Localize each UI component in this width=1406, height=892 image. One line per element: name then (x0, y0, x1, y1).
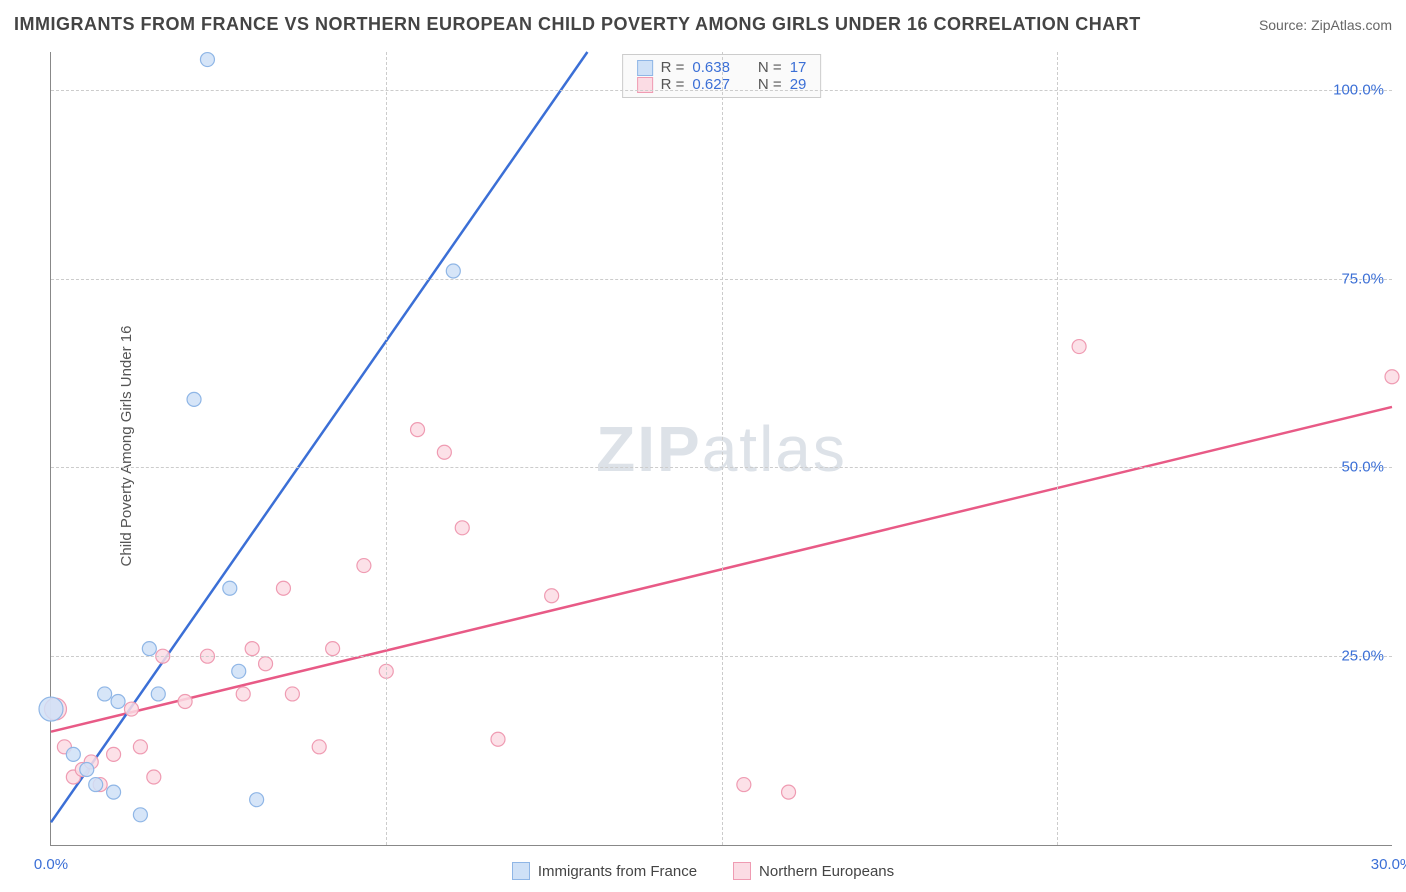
r-label-1: R = (661, 59, 685, 76)
y-tick-label: 25.0% (1341, 648, 1384, 665)
y-tick-label: 50.0% (1341, 459, 1384, 476)
legend-swatch-pink (733, 862, 751, 880)
chart-title: IMMIGRANTS FROM FRANCE VS NORTHERN EUROP… (14, 14, 1141, 35)
chart-plot-area: ZIPatlas R = 0.638 N = 17 R = 0.627 N = … (50, 52, 1392, 846)
legend-label-1: Immigrants from France (538, 863, 697, 880)
legend-item-series1: Immigrants from France (512, 862, 697, 880)
chart-header: IMMIGRANTS FROM FRANCE VS NORTHERN EUROP… (14, 14, 1392, 35)
bottom-legend: Immigrants from France Northern European… (0, 862, 1406, 880)
n-label-1: N = (758, 59, 782, 76)
r-value-1: 0.638 (692, 59, 730, 76)
n-value-1: 17 (790, 59, 807, 76)
stats-swatch-blue (637, 60, 653, 76)
legend-item-series2: Northern Europeans (733, 862, 894, 880)
source-label: Source: ZipAtlas.com (1259, 17, 1392, 33)
y-tick-label: 100.0% (1333, 81, 1384, 98)
legend-label-2: Northern Europeans (759, 863, 894, 880)
y-tick-label: 75.0% (1341, 270, 1384, 287)
legend-swatch-blue (512, 862, 530, 880)
